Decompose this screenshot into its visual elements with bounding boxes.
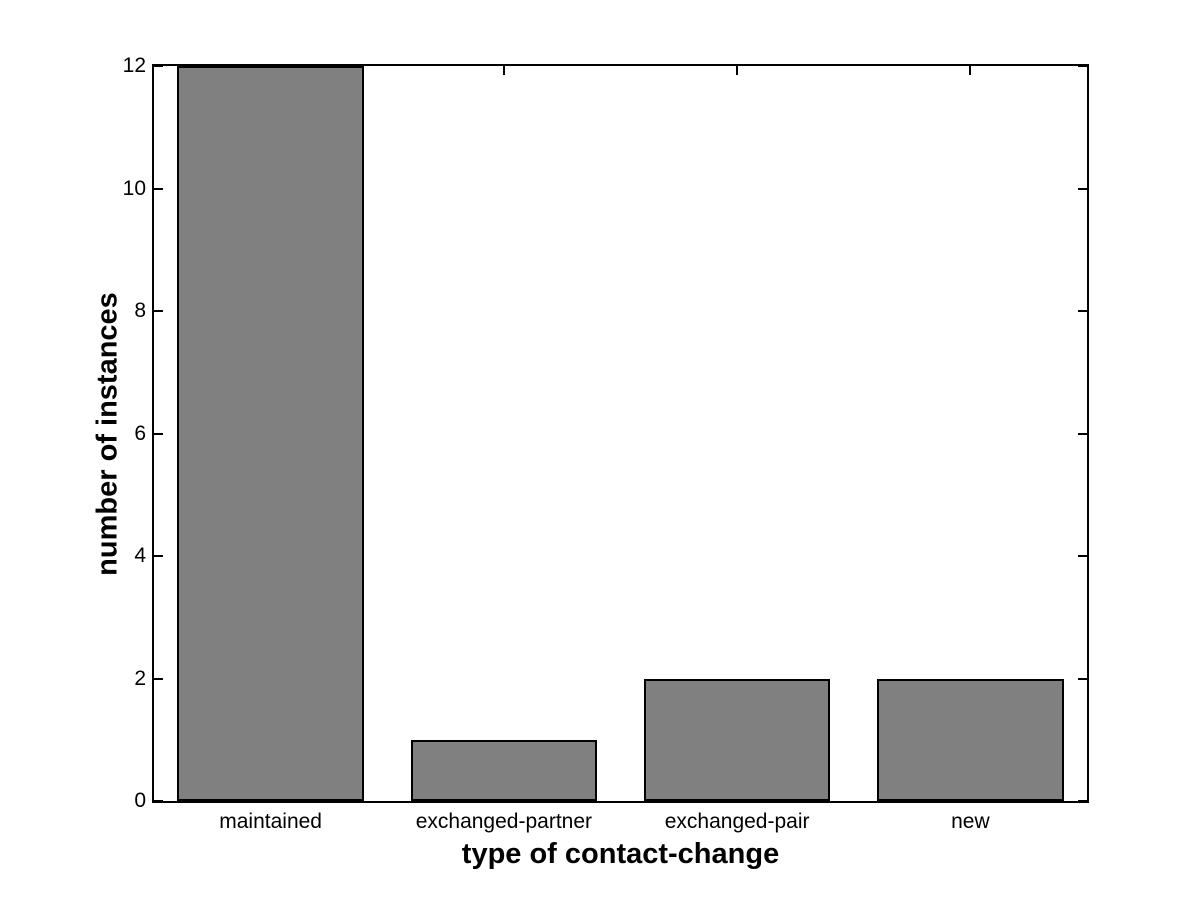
x-tick-top <box>502 66 505 75</box>
y-tick-label: 0 <box>134 789 146 812</box>
x-axis-title: type of contact-change <box>461 838 780 870</box>
y-tick-right <box>1078 65 1087 67</box>
x-tick-label: exchanged-pair <box>664 810 810 833</box>
y-tick-label: 8 <box>134 299 146 322</box>
x-tick-top <box>969 66 972 75</box>
y-tick-right <box>1078 310 1087 312</box>
y-tick <box>154 310 163 312</box>
bar <box>877 678 1064 801</box>
y-tick <box>154 65 163 67</box>
y-tick <box>154 432 163 435</box>
y-tick-right <box>1078 555 1087 557</box>
y-tick-label: 6 <box>134 421 146 445</box>
bar <box>643 678 831 801</box>
y-tick-right <box>1078 677 1087 680</box>
y-tick <box>154 555 163 557</box>
bar <box>410 739 598 801</box>
y-tick-label: 12 <box>122 54 146 77</box>
y-tick-right <box>1078 187 1087 190</box>
x-tick-top <box>736 66 739 75</box>
y-tick <box>154 800 163 802</box>
x-tick-label: exchanged-partner <box>415 810 593 833</box>
x-tick-label: new <box>951 810 990 833</box>
x-tick-label: maintained <box>219 810 322 833</box>
y-tick-label: 10 <box>122 176 146 200</box>
y-tick <box>154 677 163 680</box>
y-tick-label: 2 <box>134 666 146 690</box>
y-tick <box>154 187 163 190</box>
y-tick-right <box>1078 800 1087 802</box>
y-tick-right <box>1078 432 1087 435</box>
bar <box>177 66 364 801</box>
y-tick-label: 4 <box>134 544 146 567</box>
